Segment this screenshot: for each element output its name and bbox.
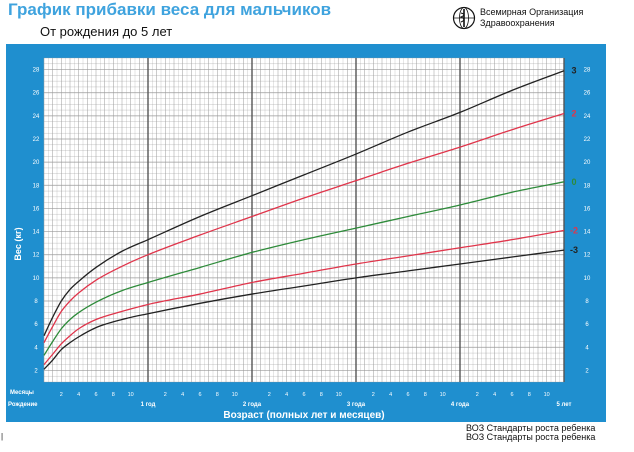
series-label-3: 3 [571, 66, 576, 76]
x-tick-label-year: 4 года [451, 402, 470, 408]
series-label-2: 2 [571, 109, 576, 119]
y-tick-label-left: 18 [33, 183, 40, 189]
x-tick-label-month: 2 [476, 392, 479, 398]
organization-name-line2: Здравоохранения [480, 18, 555, 28]
y-tick-label-left: 8 [34, 299, 38, 305]
x-tick-label-month: 8 [112, 392, 115, 398]
series-line--3 [43, 249, 565, 370]
y-tick-label-left: 20 [33, 160, 40, 166]
x-tick-label-month: 10 [440, 392, 446, 398]
y-tick-label-left: 24 [33, 114, 40, 120]
y-tick-label-right: 10 [584, 276, 591, 282]
x-tick-label-month: 4 [389, 392, 392, 398]
y-tick-label-right: 28 [584, 68, 591, 74]
series-line-3 [43, 70, 565, 336]
x-tick-label-month: 10 [128, 392, 134, 398]
x-tick-label-month: 6 [94, 392, 97, 398]
series-label--2: -2 [570, 225, 578, 235]
who-emblem-icon [452, 6, 476, 30]
footer-line2: ВОЗ Стандарты роста ребенка [466, 432, 596, 442]
x-tick-label-month: 10 [232, 392, 238, 398]
series-line-2 [43, 112, 565, 343]
y-tick-label-left: 2 [34, 368, 38, 374]
series-label--3: -3 [570, 245, 578, 255]
series-lines: 3 2 0 -2 -3 [43, 66, 578, 370]
y-tick-label-right: 6 [585, 322, 589, 328]
x-tick-label-year: 5 лет [557, 402, 572, 408]
x-tick-label-month: 6 [406, 392, 409, 398]
x-tick-label-month: 8 [424, 392, 427, 398]
x-unit-label: Месяцы [10, 390, 34, 396]
y-tick-label-left: 14 [33, 230, 40, 236]
x-tick-label-month: 10 [544, 392, 550, 398]
y-tick-label-left: 6 [34, 322, 38, 328]
x-birth-label: Рождение [8, 402, 38, 408]
y-tick-label-left: 12 [33, 253, 40, 259]
chart-title: График прибавки веса для мальчиков [8, 0, 332, 19]
x-tick-label-month: 8 [320, 392, 323, 398]
y-tick-label-left: 16 [33, 206, 40, 212]
x-tick-label-month: 4 [493, 392, 496, 398]
y-tick-label-right: 8 [585, 299, 589, 305]
y-tick-label-left: 22 [33, 137, 40, 143]
x-tick-label-month: 6 [198, 392, 201, 398]
x-tick-label-year: 3 года [347, 402, 366, 408]
y-tick-label-left: 28 [33, 68, 40, 74]
grid [43, 57, 565, 383]
x-tick-label-year: 2 года [243, 402, 262, 408]
x-tick-label-month: 2 [60, 392, 63, 398]
y-tick-label-left: 4 [34, 345, 38, 351]
chart-subtitle: От рождения до 5 лет [40, 24, 173, 39]
y-tick-label-left: 26 [33, 91, 40, 97]
x-tick-label-month: 8 [528, 392, 531, 398]
x-tick-label-month: 4 [285, 392, 288, 398]
y-tick-label-left: 10 [33, 276, 40, 282]
y-axis-title: Вес (кг) [13, 227, 23, 260]
y-tick-label-right: 12 [584, 253, 591, 259]
series-line-0 [43, 181, 565, 356]
series-label-0: 0 [571, 177, 576, 187]
x-tick-label-month: 6 [302, 392, 305, 398]
y-tick-label-right: 22 [584, 137, 591, 143]
organization-name: Всемирная Организация Здравоохранения [480, 7, 630, 29]
y-tick-label-right: 14 [584, 230, 591, 236]
x-axis-title: Возраст (полных лет и месяцев) [223, 410, 384, 421]
x-tick-label-month: 2 [268, 392, 271, 398]
x-tick-label-month: 4 [181, 392, 184, 398]
chart-panel: 3 2 0 -2 -3 2 2 4 4 6 6 8 8 10 10 12 12 14 14 16 16 18 18 20 20… [6, 44, 606, 422]
y-tick-label-right: 24 [584, 114, 591, 120]
x-tick-label-month: 4 [77, 392, 80, 398]
footer: ВОЗ Стандарты роста ребенка ВОЗ Стандарт… [466, 424, 595, 442]
x-tick-label-month: 6 [510, 392, 513, 398]
y-tick-label-right: 2 [585, 368, 589, 374]
y-tick-label-right: 26 [584, 91, 591, 97]
x-tick-label-month: 2 [164, 392, 167, 398]
footer-line1: ВОЗ Стандарты роста ребенка [466, 423, 596, 433]
x-tick-label-month: 2 [372, 392, 375, 398]
series-line--2 [43, 229, 565, 366]
y-tick-label-right: 20 [584, 160, 591, 166]
organization-name-line1: Всемирная Организация [480, 7, 584, 17]
x-tick-label-month: 10 [336, 392, 342, 398]
y-tick-label-right: 16 [584, 206, 591, 212]
x-tick-label-year: 1 год [141, 402, 156, 408]
y-tick-label-right: 4 [585, 345, 589, 351]
corner-mark: | [1, 432, 4, 441]
x-tick-label-month: 8 [216, 392, 219, 398]
y-tick-label-right: 18 [584, 183, 591, 189]
